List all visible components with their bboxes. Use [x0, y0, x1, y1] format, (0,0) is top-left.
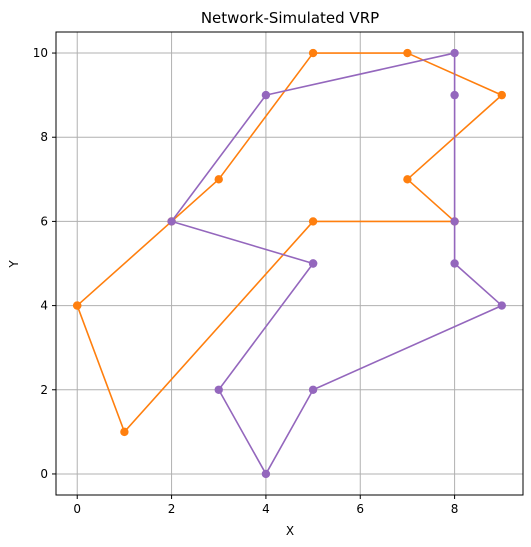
- data-point: [261, 90, 271, 100]
- data-point: [450, 90, 459, 100]
- x-tick-label: 6: [356, 502, 364, 516]
- data-point: [73, 301, 82, 310]
- data-point: [403, 175, 412, 184]
- x-tick-label: 4: [262, 502, 270, 516]
- y-tick-label: 6: [40, 214, 48, 228]
- data-point: [167, 217, 176, 226]
- y-axis-label: Y: [7, 260, 21, 269]
- data-point: [214, 385, 223, 394]
- y-tick-label: 0: [40, 467, 48, 481]
- y-tick-label: 2: [40, 383, 48, 397]
- series-2: [167, 48, 506, 479]
- data-point: [120, 427, 129, 437]
- x-axis-label: X: [286, 524, 294, 538]
- chart-title: Network-Simulated VRP: [201, 9, 379, 27]
- x-tick-label: 0: [73, 502, 81, 516]
- grid-lines: [56, 32, 523, 495]
- series-line: [170, 52, 503, 475]
- data-point: [308, 217, 318, 226]
- data-point: [214, 175, 223, 184]
- data-point: [308, 48, 318, 58]
- data-point: [450, 217, 459, 226]
- y-tick-label: 10: [33, 46, 48, 60]
- data-point: [497, 301, 506, 310]
- data-point: [308, 385, 318, 394]
- data-point: [403, 48, 412, 58]
- data-point: [497, 90, 506, 100]
- series-layer: [73, 48, 506, 479]
- data-point: [308, 259, 318, 268]
- axis-ticks: 0 2 4 6 8 0 2 4 6 8 10: [33, 46, 459, 516]
- x-tick-label: 2: [168, 502, 176, 516]
- y-tick-label: 8: [40, 130, 48, 144]
- data-point: [261, 469, 271, 479]
- x-tick-label: 8: [451, 502, 459, 516]
- plot-frame: [55, 31, 524, 496]
- y-tick-label: 4: [40, 299, 48, 313]
- data-point: [450, 48, 459, 58]
- data-point: [450, 259, 459, 268]
